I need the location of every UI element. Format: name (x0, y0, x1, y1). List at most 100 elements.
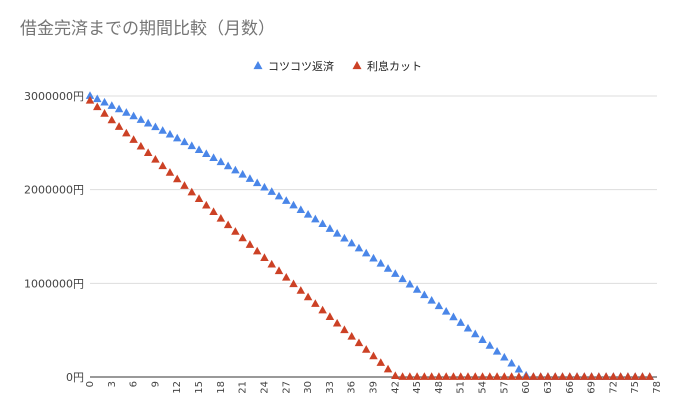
series1-point (369, 253, 378, 262)
x-tick-label: 63 (543, 381, 554, 394)
series1-point (354, 243, 364, 252)
series2-point (369, 351, 378, 360)
series1-point (216, 157, 226, 166)
series2-point (558, 372, 567, 380)
series1-point (325, 224, 335, 232)
series2-point (500, 372, 509, 380)
series1-point (114, 104, 124, 113)
series1-point (187, 141, 197, 150)
series2-point (529, 372, 538, 380)
series1-point (252, 178, 262, 187)
series2-point (543, 372, 553, 380)
series2-point (332, 318, 342, 327)
x-tick-label: 57 (499, 381, 510, 394)
x-tick-label: 36 (347, 381, 358, 394)
series2-point (572, 372, 582, 380)
series1-point (441, 306, 451, 315)
series1-point (129, 111, 138, 120)
series2-point (587, 372, 596, 380)
series2-point (165, 168, 175, 176)
series2-point (267, 259, 276, 268)
x-tick-label: 33 (325, 381, 336, 394)
legend-marker-icon (253, 60, 263, 70)
series2-point (449, 372, 458, 380)
x-tick-label: 51 (456, 381, 467, 394)
series2-point (412, 372, 422, 380)
series1-point (165, 129, 175, 138)
series2-point (172, 174, 182, 183)
series1-point (289, 200, 298, 209)
series1-point (456, 318, 465, 326)
series2-point (216, 213, 226, 222)
x-tick-label: 78 (652, 381, 663, 394)
series2-point (318, 305, 327, 314)
series1-point (231, 165, 240, 174)
series2-point (471, 372, 480, 380)
series2-point (151, 154, 160, 163)
series2-point (601, 372, 611, 380)
series1-point (500, 352, 509, 361)
x-tick-label: 0 (85, 381, 96, 387)
series2-point (209, 207, 218, 216)
series1-point (311, 214, 320, 223)
series1-point (376, 258, 386, 267)
series1-point (478, 335, 487, 343)
series1-point (267, 187, 276, 195)
series1-point (180, 137, 189, 146)
series2-point (231, 227, 240, 235)
x-tick-label: 48 (434, 381, 445, 394)
series2-point (427, 372, 436, 380)
x-tick-label: 12 (172, 381, 183, 394)
series2-point (107, 115, 117, 124)
series2-point (361, 345, 371, 353)
series2-point (136, 141, 146, 150)
series1-point (347, 238, 356, 247)
series2-point (311, 299, 320, 307)
series1-point (209, 153, 218, 162)
x-tick-label: 27 (281, 381, 292, 394)
series2-point (202, 200, 211, 209)
series2-point (616, 372, 625, 380)
series1-point (143, 118, 153, 127)
series2-point (376, 358, 386, 366)
x-tick-label: 42 (390, 381, 401, 394)
series2-point (340, 325, 349, 334)
series2-point (536, 372, 545, 380)
series2-point (405, 372, 415, 380)
series2-point (223, 220, 233, 229)
legend-label: コツコツ返済 (268, 59, 334, 73)
series1-point (514, 364, 524, 373)
series2-point (143, 148, 153, 157)
series1-point (398, 274, 407, 283)
y-tick-label: 3000000円 (24, 90, 84, 103)
series1-point (318, 219, 327, 228)
series1-point (420, 290, 429, 299)
series1-point (238, 169, 247, 178)
x-tick-label: 6 (129, 381, 140, 387)
series2-point (354, 338, 364, 347)
series1-point (202, 149, 211, 157)
series2-point (594, 372, 604, 380)
y-tick-label: 1000000円 (24, 277, 84, 290)
series1-point (223, 161, 233, 170)
series2-point (507, 372, 516, 380)
series2-point (514, 372, 524, 380)
series1-point (391, 269, 400, 277)
series2-point (456, 372, 465, 380)
series1-point (85, 91, 95, 99)
series1-point (136, 115, 146, 123)
series1-point (383, 264, 393, 272)
series2-point (623, 372, 633, 380)
series1-point (296, 205, 306, 213)
y-tick-label: 0円 (66, 371, 84, 384)
x-tick-label: 72 (608, 381, 619, 394)
series2-point (383, 364, 393, 373)
series1-point (122, 108, 131, 116)
series2-point (122, 128, 131, 137)
x-tick-label: 15 (194, 381, 205, 394)
series2-point (303, 292, 313, 301)
series2-point (252, 246, 262, 255)
series1-point (100, 97, 109, 106)
series2-point (609, 372, 618, 380)
